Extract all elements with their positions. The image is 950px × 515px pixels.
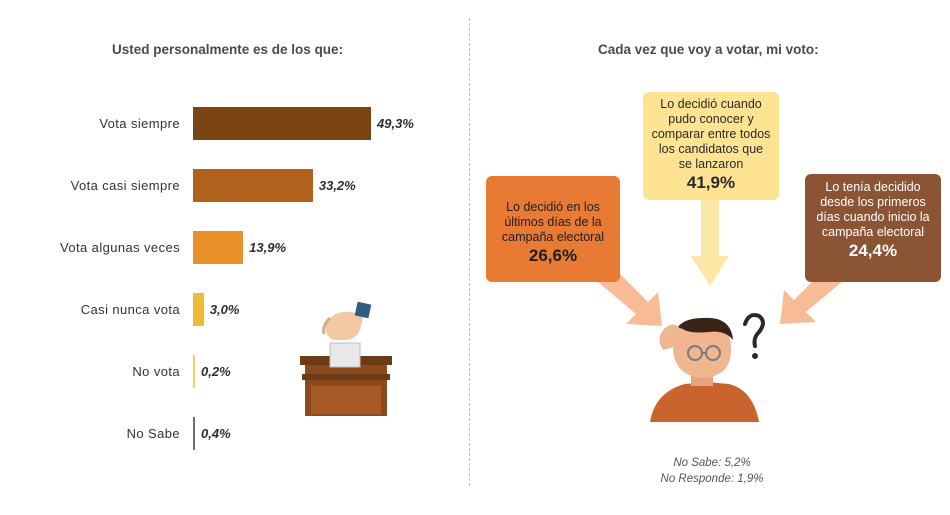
note-no-responde: No Responde: 1,9% — [660, 473, 764, 485]
bar-value-label: 13,9% — [249, 240, 287, 255]
callout-compared-candidates-text: Lo decidió cuando pudo conocer y compara… — [651, 97, 771, 171]
callout-compared-candidates: Lo decidió cuando pudo conocer y compara… — [643, 92, 779, 200]
bar-value-label: 49,3% — [377, 116, 414, 131]
bar-value-label: 0,4% — [201, 426, 231, 441]
bar — [193, 169, 313, 202]
left-chart-title: Usted personalmente es de los que: — [112, 42, 344, 57]
center-divider — [469, 18, 470, 486]
callout-first-days: Lo tenía decidido desde los primeros día… — [805, 174, 941, 282]
bar — [193, 355, 195, 388]
bar-label: No vota — [132, 364, 180, 379]
bar-label: Vota algunas veces — [60, 240, 180, 255]
callout-last-days: Lo decidió en los últimos días de la cam… — [486, 176, 620, 282]
callout-first-days-text: Lo tenía decidido desde los primeros día… — [816, 180, 930, 239]
ballot-box-icon — [300, 301, 392, 416]
thinking-person-icon — [650, 313, 765, 422]
bar — [193, 417, 195, 450]
bar — [193, 231, 244, 264]
right-chart-title: Cada vez que voy a votar, mi voto: — [598, 42, 819, 57]
callout-first-days-value: 24,4% — [848, 241, 898, 260]
bar-label: No Sabe — [126, 426, 180, 441]
callout-last-days-value: 26,6% — [528, 246, 578, 265]
arrow-right-icon — [780, 272, 844, 324]
bar — [193, 293, 204, 326]
arrow-left-icon — [598, 274, 662, 326]
bar-value-label: 0,2% — [201, 364, 231, 379]
bar-label: Casi nunca vota — [80, 302, 180, 317]
bar-value-label: 3,0% — [209, 302, 240, 317]
arrow-center-icon — [691, 200, 729, 286]
bar-label: Vota siempre — [99, 116, 180, 131]
bar-value-label: 33,2% — [318, 178, 356, 193]
callout-compared-candidates-value: 41,9% — [686, 173, 736, 192]
bar-label: Vota casi siempre — [70, 178, 180, 193]
note-no-sabe: No Sabe: 5,2% — [673, 457, 751, 469]
callout-last-days-text: Lo decidió en los últimos días de la cam… — [501, 200, 605, 244]
bar — [193, 107, 371, 140]
